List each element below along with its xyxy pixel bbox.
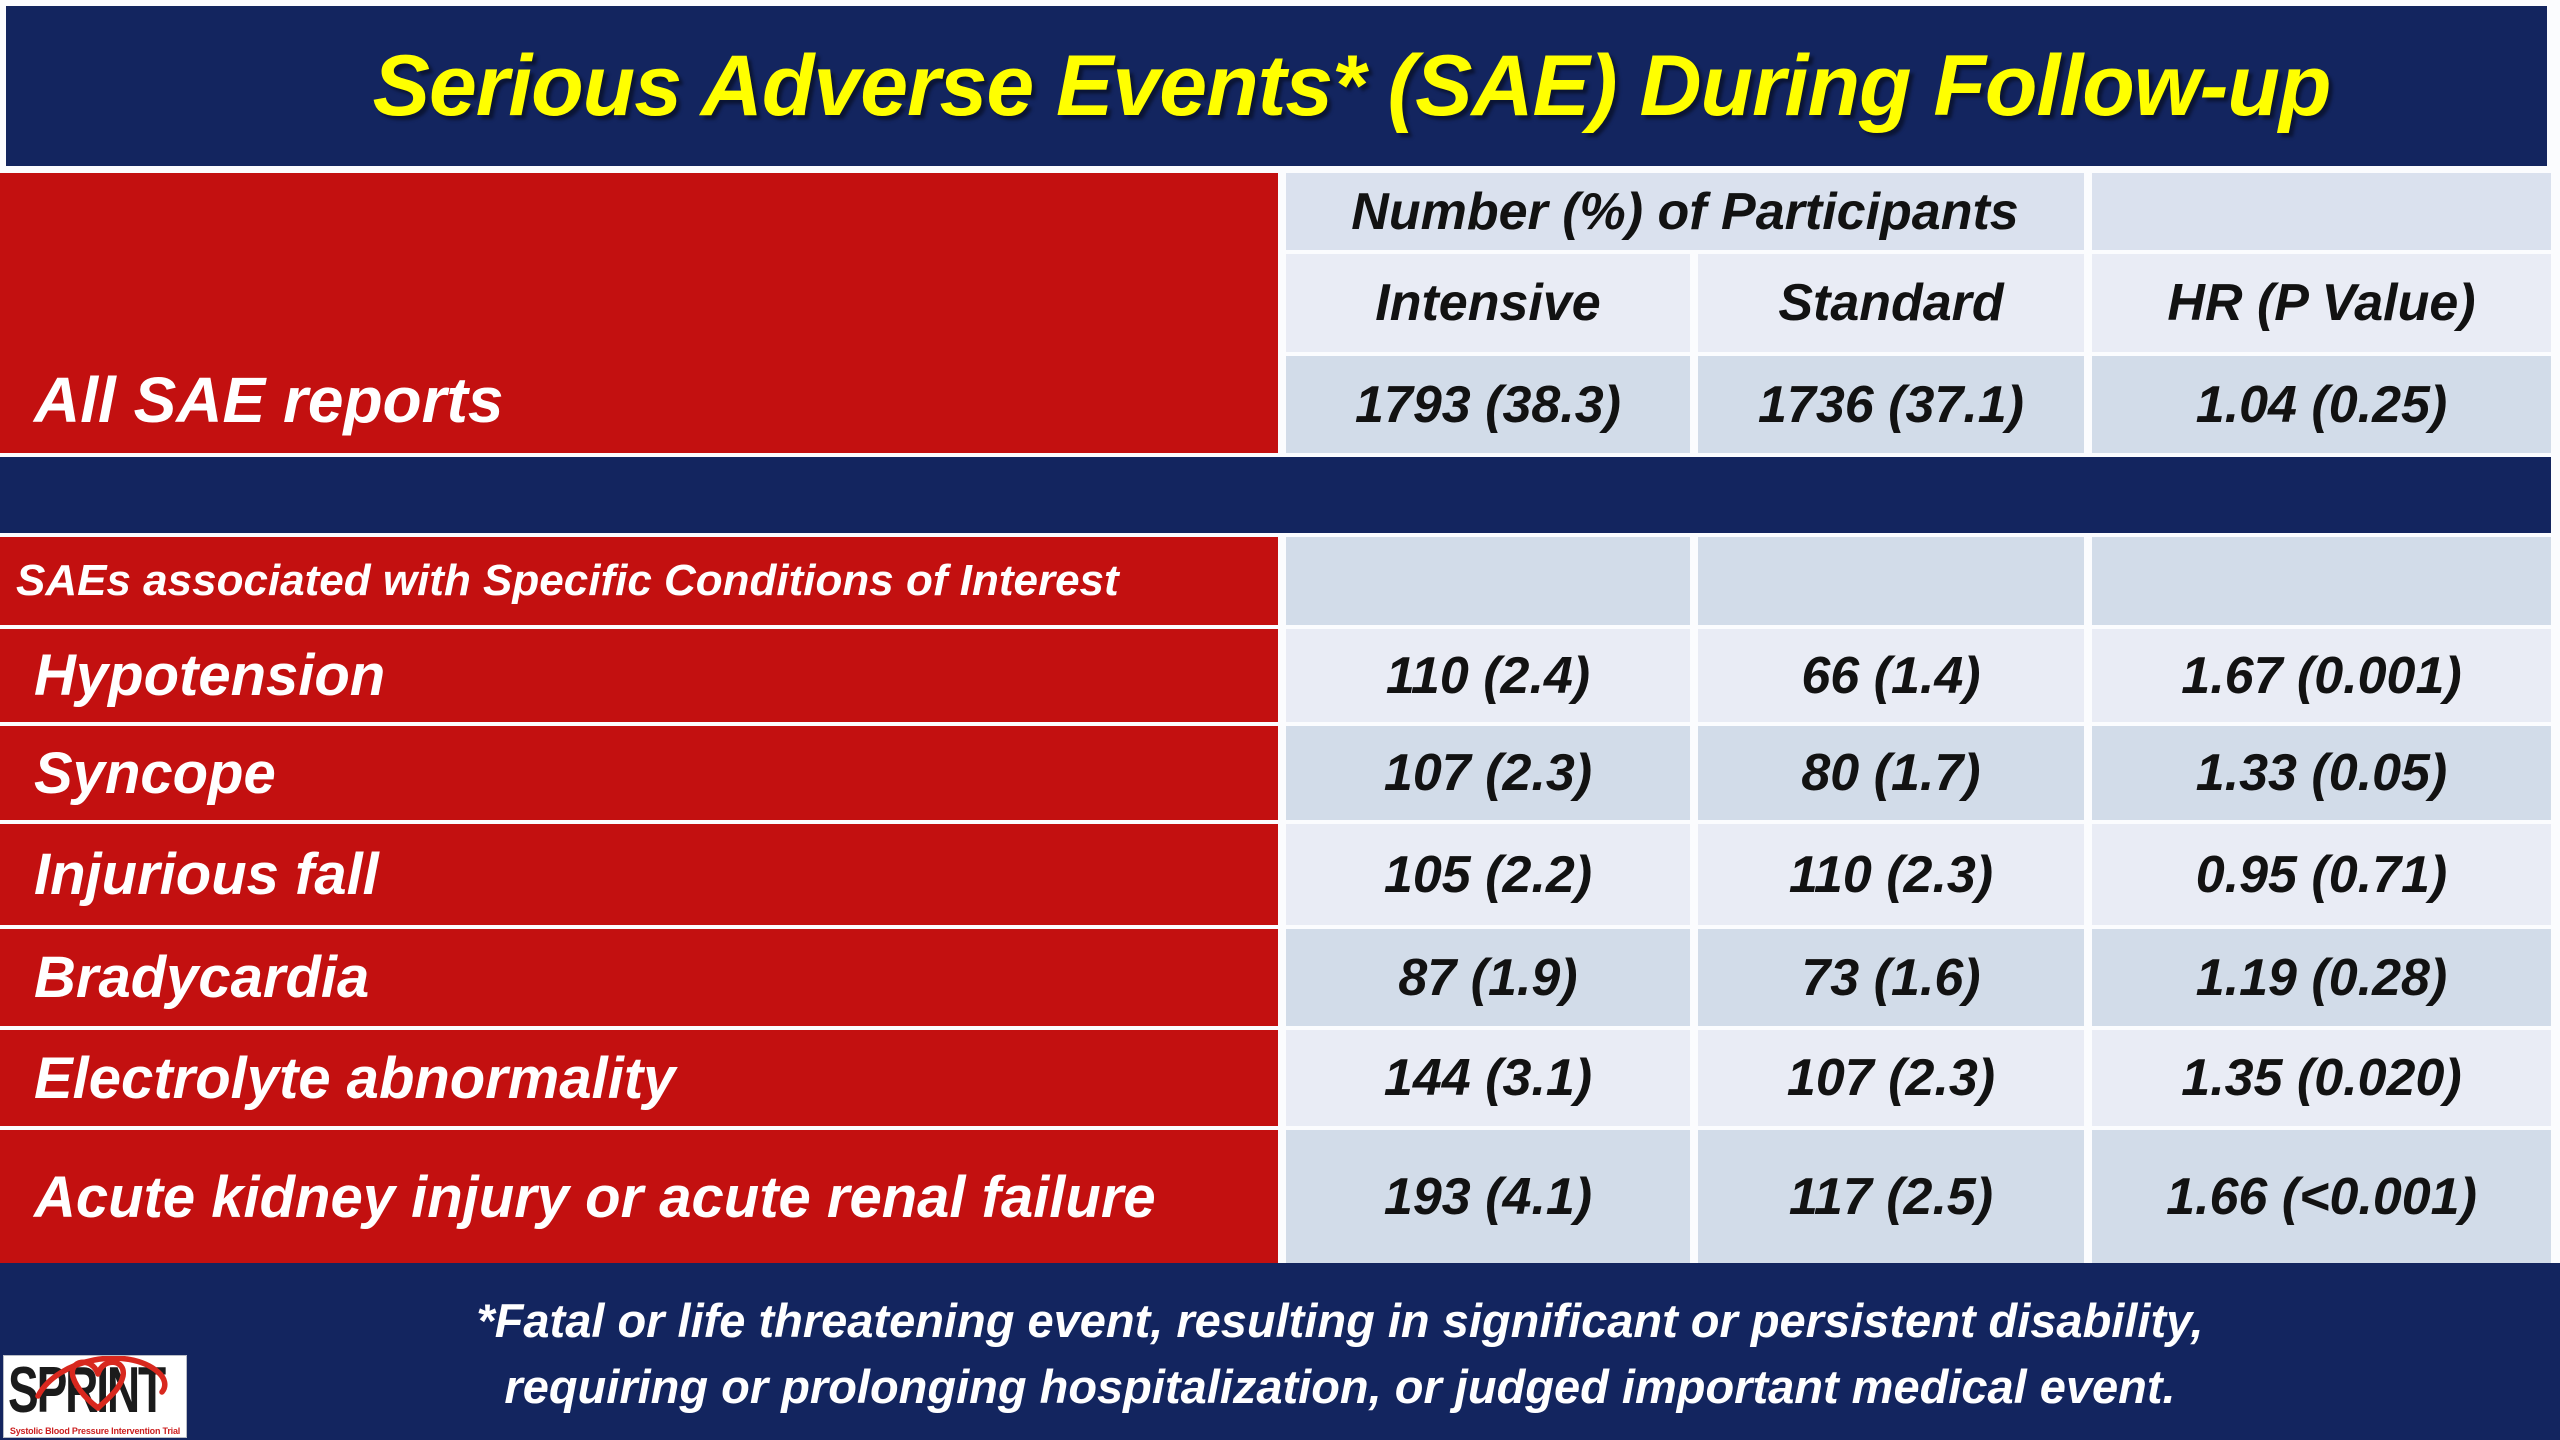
cell-all-sae-hr: 1.04 (0.25): [2092, 356, 2551, 453]
group-header-number-of-participants: Number (%) of Participants: [1286, 173, 2084, 250]
cell-injurious-fall-hr: 0.95 (0.71): [2092, 824, 2551, 925]
cell-electrolyte-standard: 107 (2.3): [1698, 1030, 2084, 1126]
cell-injurious-fall-intensive: 105 (2.2): [1286, 824, 1690, 925]
cell-syncope-intensive: 107 (2.3): [1286, 726, 1690, 820]
cell-acute-kidney-hr: 1.66 (<0.001): [2092, 1130, 2551, 1264]
sprint-logo-text: SPRINT: [8, 1355, 166, 1427]
section-header-empty-cell: [2092, 537, 2551, 625]
row-label-acute-kidney-injury: Acute kidney injury or acute renal failu…: [0, 1130, 1278, 1264]
cell-syncope-standard: 80 (1.7): [1698, 726, 2084, 820]
footnote-line-1: *Fatal or life threatening event, result…: [476, 1293, 2204, 1347]
cell-bradycardia-hr: 1.19 (0.28): [2092, 929, 2551, 1026]
row-label-injurious-fall: Injurious fall: [0, 824, 1278, 925]
row-label-bradycardia: Bradycardia: [0, 929, 1278, 1026]
sprint-logo-tagline: Systolic Blood Pressure Intervention Tri…: [9, 1426, 181, 1436]
cell-all-sae-standard: 1736 (37.1): [1698, 356, 2084, 453]
cell-acute-kidney-standard: 117 (2.5): [1698, 1130, 2084, 1264]
title-bar: Serious Adverse Events* (SAE) During Fol…: [6, 6, 2547, 166]
section-header-empty-cell: [1286, 537, 1690, 625]
row-label-all-sae-reports: All SAE reports: [0, 173, 1278, 453]
sprint-logo: SPRINT Systolic Blood Pressure Intervent…: [3, 1355, 187, 1438]
cell-electrolyte-hr: 1.35 (0.020): [2092, 1030, 2551, 1126]
cell-electrolyte-intensive: 144 (3.1): [1286, 1030, 1690, 1126]
slide-title: Serious Adverse Events* (SAE) During Fol…: [372, 37, 2332, 134]
footnote-line-2: requiring or prolonging hospitalization,…: [504, 1359, 2176, 1413]
column-header-standard: Standard: [1698, 254, 2084, 352]
row-label-hypotension: Hypotension: [0, 629, 1278, 722]
cell-injurious-fall-standard: 110 (2.3): [1698, 824, 2084, 925]
footer-bar: *Fatal or life threatening event, result…: [0, 1263, 2560, 1440]
divider-band: [0, 457, 2551, 533]
section-header-empty-cell: [1698, 537, 2084, 625]
row-label-electrolyte-abnormality: Electrolyte abnormality: [0, 1030, 1278, 1126]
cell-bradycardia-intensive: 87 (1.9): [1286, 929, 1690, 1026]
column-header-hr-p-value: HR (P Value): [2092, 254, 2551, 352]
cell-acute-kidney-intensive: 193 (4.1): [1286, 1130, 1690, 1264]
section-header-label: SAEs associated with Specific Conditions…: [0, 537, 1278, 625]
cell-all-sae-intensive: 1793 (38.3): [1286, 356, 1690, 453]
group-header-spacer: [2092, 173, 2551, 250]
sae-table: All SAE reports Number (%) of Participan…: [0, 173, 2551, 1264]
cell-bradycardia-standard: 73 (1.6): [1698, 929, 2084, 1026]
column-header-intensive: Intensive: [1286, 254, 1690, 352]
row-label-syncope: Syncope: [0, 726, 1278, 820]
cell-hypotension-intensive: 110 (2.4): [1286, 629, 1690, 722]
cell-hypotension-hr: 1.67 (0.001): [2092, 629, 2551, 722]
cell-syncope-hr: 1.33 (0.05): [2092, 726, 2551, 820]
cell-hypotension-standard: 66 (1.4): [1698, 629, 2084, 722]
